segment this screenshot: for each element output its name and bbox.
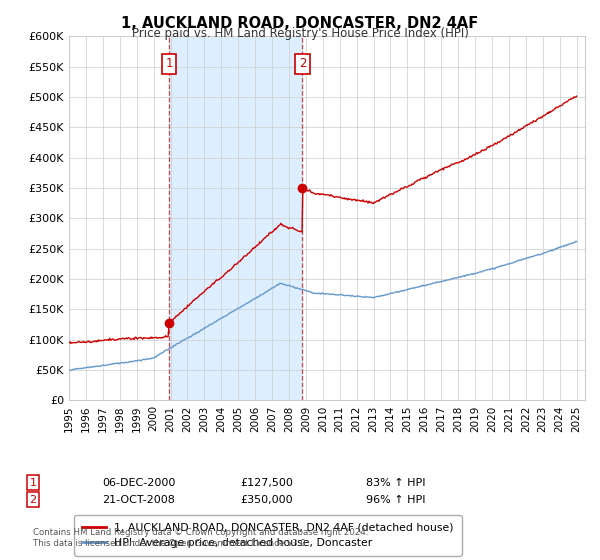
Text: Price paid vs. HM Land Registry's House Price Index (HPI): Price paid vs. HM Land Registry's House …: [131, 27, 469, 40]
Text: 21-OCT-2008: 21-OCT-2008: [102, 494, 175, 505]
Text: £350,000: £350,000: [240, 494, 293, 505]
Text: 2: 2: [299, 57, 306, 70]
Text: Contains HM Land Registry data © Crown copyright and database right 2024.
This d: Contains HM Land Registry data © Crown c…: [33, 528, 368, 548]
Text: £127,500: £127,500: [240, 478, 293, 488]
Text: 1, AUCKLAND ROAD, DONCASTER, DN2 4AF: 1, AUCKLAND ROAD, DONCASTER, DN2 4AF: [121, 16, 479, 31]
Text: 2: 2: [29, 494, 37, 505]
Text: 1: 1: [29, 478, 37, 488]
Text: 83% ↑ HPI: 83% ↑ HPI: [366, 478, 425, 488]
Text: 1: 1: [166, 57, 173, 70]
Legend: 1, AUCKLAND ROAD, DONCASTER, DN2 4AF (detached house), HPI: Average price, detac: 1, AUCKLAND ROAD, DONCASTER, DN2 4AF (de…: [74, 515, 461, 556]
Text: 06-DEC-2000: 06-DEC-2000: [102, 478, 175, 488]
Text: 96% ↑ HPI: 96% ↑ HPI: [366, 494, 425, 505]
Bar: [169, 36, 302, 400]
